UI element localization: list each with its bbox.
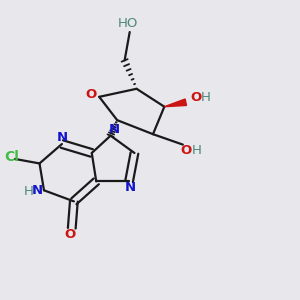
Text: O: O (64, 228, 76, 241)
Text: Cl: Cl (4, 150, 20, 164)
Text: O: O (181, 144, 192, 157)
Text: N: N (32, 184, 43, 197)
Text: H: H (192, 144, 202, 157)
Polygon shape (164, 99, 187, 107)
Text: O: O (85, 88, 97, 101)
Text: H: H (201, 91, 211, 104)
Text: HO: HO (118, 16, 138, 30)
Text: H: H (23, 185, 33, 198)
Text: N: N (56, 131, 68, 144)
Text: N: N (109, 123, 120, 136)
Text: N: N (125, 182, 136, 194)
Text: O: O (190, 91, 201, 104)
